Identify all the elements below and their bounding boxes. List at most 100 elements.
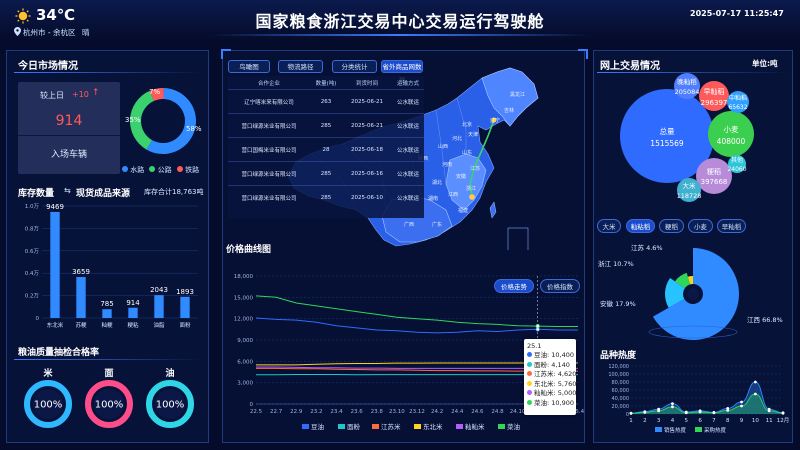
bar[interactable]: [76, 277, 86, 318]
inventory-title[interactable]: 库存数量: [18, 189, 55, 199]
bubble-early-indica[interactable]: [699, 81, 729, 111]
series-point[interactable]: [740, 404, 743, 408]
table-row[interactable]: 营口绿源米业有限公司 285 2025-06-16 公水联运: [228, 161, 424, 186]
bar[interactable]: [50, 211, 60, 318]
bar[interactable]: [154, 295, 164, 318]
series-point[interactable]: [740, 400, 743, 404]
tab-category-stats[interactable]: 分类统计: [332, 60, 377, 73]
legend-swatch[interactable]: [695, 427, 702, 432]
x-tick-label: 3: [657, 418, 661, 424]
rose-label-name: 江苏: [631, 243, 645, 252]
variety-tab[interactable]: 小麦: [688, 219, 713, 233]
legend-swatch[interactable]: [456, 424, 463, 429]
inventory-subtitle[interactable]: 现货成品来源: [76, 189, 131, 199]
legend-label[interactable]: 销售热度: [664, 426, 687, 434]
datetime: 2025-07-17 11:25:47: [690, 9, 784, 18]
tab-external-data[interactable]: 省外商品网数据: [381, 60, 423, 84]
table-row[interactable]: 营口绿源米业有限公司 285 2025-06-10 公水联运: [228, 185, 424, 209]
bubble-early-indica-value: 296397: [701, 99, 728, 107]
variety-tab[interactable]: 早籼稻: [717, 219, 746, 233]
bubble-wheat-name: 小麦: [724, 124, 739, 134]
legend-dot-water: [122, 166, 128, 172]
table-header-row: 合作企业 数量(吨) 到货时间 运输方式: [228, 76, 424, 90]
rose-slice-jiangxi[interactable]: [652, 248, 739, 340]
bubble-japonica[interactable]: [696, 158, 732, 194]
series-point[interactable]: [657, 409, 661, 413]
table-row[interactable]: 营口国梅米业有限公司 28 2025-06-18 公水联运: [228, 137, 424, 162]
bubble-other[interactable]: [728, 155, 746, 173]
legend-swatch[interactable]: [302, 424, 309, 429]
title-underline: [14, 72, 202, 73]
series-line[interactable]: [255, 295, 578, 327]
price-trend-button[interactable]: 价格走势: [494, 279, 534, 293]
legend-label[interactable]: 豆油: [311, 422, 324, 431]
legend-label[interactable]: 籼籼米: [465, 422, 485, 431]
tooltip-sep: :: [553, 379, 558, 388]
bubble-rice-name: 大米: [683, 181, 697, 190]
bubble-mid-indica[interactable]: [727, 91, 749, 113]
table-row[interactable]: 辽宁喀米来有限公司 263 2025-06-21 公水联运: [228, 89, 424, 114]
bubble-mid-indica-name: 中籼稻: [729, 94, 747, 102]
map-region-east[interactable]: [445, 153, 487, 211]
bar-value-label: 2043: [150, 286, 168, 294]
series-point[interactable]: [712, 411, 716, 415]
series-point[interactable]: [684, 411, 688, 415]
legend-label[interactable]: 菜油: [507, 422, 520, 431]
rose-slice-zhejiang[interactable]: [674, 272, 691, 289]
bubble-wheat[interactable]: [708, 111, 754, 157]
donut-segment-road[interactable]: [130, 90, 155, 150]
y-tick-label: 120,000: [608, 364, 629, 370]
tooltip-row: 豆油: 10,400: [527, 351, 574, 361]
legend-label[interactable]: 东北米: [423, 422, 443, 431]
donut-segment-rail[interactable]: [149, 88, 164, 101]
legend-swatch[interactable]: [414, 424, 421, 429]
map-region-taiwan[interactable]: [489, 201, 497, 219]
series-point[interactable]: [753, 380, 757, 384]
x-tick-label: 22.5: [250, 409, 263, 415]
bubble-rice[interactable]: [677, 178, 701, 202]
series-point[interactable]: [767, 409, 771, 413]
series-point[interactable]: [726, 409, 730, 412]
bar[interactable]: [180, 296, 190, 318]
variety-tab[interactable]: 籼粘稻: [626, 219, 655, 233]
rose-slice-anhui[interactable]: [665, 277, 685, 308]
series-point[interactable]: [629, 412, 633, 415]
series-point[interactable]: [781, 411, 785, 415]
series-line[interactable]: [255, 317, 578, 334]
series-line[interactable]: [630, 381, 784, 414]
legend-label[interactable]: 采购热度: [704, 426, 727, 434]
x-tick-label: 6: [698, 418, 702, 424]
series-point[interactable]: [753, 392, 757, 396]
legend-swatch[interactable]: [498, 424, 505, 429]
rose-label-pct: 4.6%: [646, 244, 663, 252]
series-point[interactable]: [671, 405, 674, 409]
series-point[interactable]: [698, 410, 702, 414]
legend-swatch[interactable]: [655, 427, 662, 432]
quality-label: 米: [43, 369, 53, 379]
map-region-northeast[interactable]: [481, 67, 539, 127]
price-index-button[interactable]: 价格指数: [540, 279, 580, 293]
bubble-late-indica[interactable]: [674, 73, 700, 99]
table-row[interactable]: 营口绿源米业有限公司 285 2025-06-21 公水联运: [228, 113, 424, 138]
variety-tab[interactable]: 大米: [597, 219, 621, 233]
bubble-total[interactable]: [620, 89, 714, 183]
bar[interactable]: [128, 307, 138, 318]
bar[interactable]: [102, 309, 112, 318]
rose-slice-jiangsu[interactable]: [687, 276, 693, 285]
series-point[interactable]: [726, 407, 730, 410]
legend-label[interactable]: 江苏米: [381, 422, 401, 431]
map-label-anhui: 安徽: [456, 173, 466, 180]
legend-swatch[interactable]: [338, 424, 345, 429]
tab-logistics-path[interactable]: 物流路径: [278, 60, 323, 73]
tab-aerial-view[interactable]: 鸟瞰图: [228, 60, 270, 73]
series-point[interactable]: [643, 411, 647, 414]
donut-segment-water[interactable]: [146, 88, 196, 154]
series-line[interactable]: [630, 393, 784, 414]
tooltip-title: 25.1: [527, 342, 542, 350]
legend-label[interactable]: 面粉: [347, 422, 361, 431]
series-point[interactable]: [671, 402, 674, 405]
switch-icon[interactable]: ⇆: [64, 186, 71, 195]
legend-swatch[interactable]: [372, 424, 379, 429]
variety-tab[interactable]: 粳稻: [659, 219, 684, 233]
inventory-bar-chart: 0 0.2万 0.4万 0.6万 0.8万 1.0万 9469 东北米 3659 苏粳 785 籼粳 9…: [25, 203, 198, 329]
